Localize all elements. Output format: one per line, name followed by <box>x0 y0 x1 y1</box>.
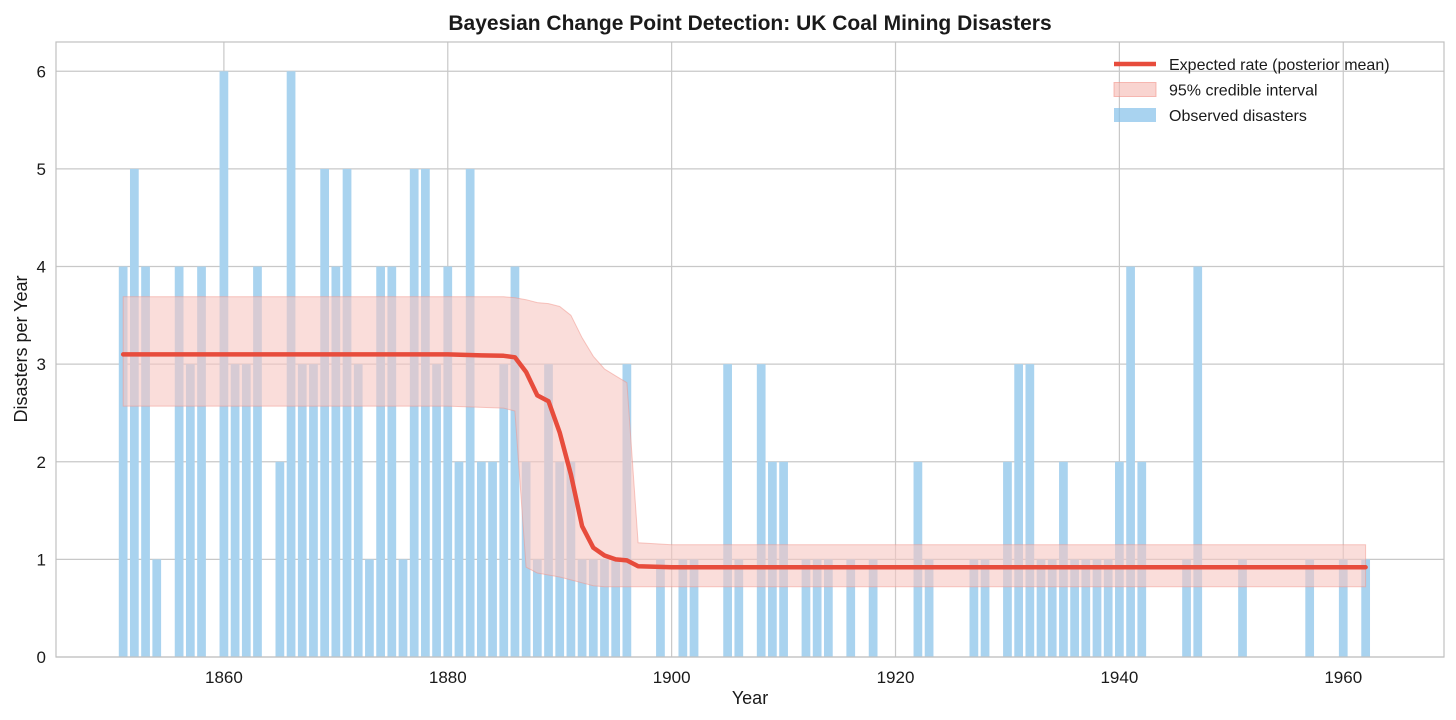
y-tick-label: 1 <box>37 550 46 569</box>
x-tick-label: 1920 <box>877 668 915 687</box>
observed-bar <box>1193 266 1203 657</box>
observed-bar <box>689 559 699 657</box>
observed-bar <box>1092 559 1102 657</box>
observed-bar <box>141 266 150 657</box>
y-tick-label: 3 <box>37 355 46 374</box>
x-tick-label: 1860 <box>205 668 243 687</box>
observed-bar <box>443 266 453 657</box>
observed-bar <box>1361 559 1371 657</box>
observed-bar <box>532 559 542 657</box>
observed-bar <box>353 364 363 657</box>
legend-label: 95% credible interval <box>1169 83 1318 100</box>
plot-frame <box>55 41 1445 658</box>
x-tick-label: 1900 <box>653 668 691 687</box>
observed-bar <box>118 266 128 657</box>
observed-bar <box>1103 559 1113 657</box>
legend-label: Observed disasters <box>1169 108 1307 125</box>
observed-bar <box>1070 559 1079 657</box>
observed-bar <box>409 168 419 657</box>
y-tick-labels: 0 1 2 3 4 5 6 <box>37 62 46 667</box>
x-tick-labels: 1860 1880 1900 1920 1940 1960 <box>205 668 1362 687</box>
observed-bar <box>678 559 688 657</box>
rate-line <box>120 352 1368 570</box>
observed-bar <box>376 266 385 657</box>
observed-bar <box>488 461 497 657</box>
observed-bar <box>241 364 251 657</box>
observed-bar <box>465 168 475 657</box>
observed-bar <box>197 266 206 657</box>
observed-bar <box>1014 364 1024 657</box>
observed-bar <box>1182 559 1191 657</box>
x-tick-label: 1880 <box>429 668 467 687</box>
observed-bar <box>734 559 744 657</box>
observed-bar <box>823 559 833 657</box>
observed-bar <box>275 461 285 657</box>
observed-bar <box>588 559 598 657</box>
observed-bar <box>723 364 732 657</box>
observed-bar <box>421 168 430 657</box>
x-tick-label: 1960 <box>1324 668 1362 687</box>
observed-bar <box>432 364 441 657</box>
observed-bar <box>1036 559 1046 657</box>
chart-title: Bayesian Change Point Detection: UK Coal… <box>448 12 1051 35</box>
observed-bar <box>152 559 162 657</box>
legend: Expected rate (posterior mean) 95% credib… <box>1113 57 1390 125</box>
observed-bar <box>812 559 822 657</box>
observed-bar <box>253 266 262 657</box>
observed-bar <box>342 168 352 657</box>
x-tick-label: 1940 <box>1100 668 1138 687</box>
observed-bar <box>320 168 330 657</box>
observed-bar <box>1081 559 1091 657</box>
credible-band-layer <box>122 296 1367 588</box>
observed-bar <box>129 168 139 657</box>
observed-bar <box>1126 266 1135 657</box>
y-tick-label: 2 <box>37 453 46 472</box>
y-tick-label: 6 <box>37 62 46 81</box>
observed-bar <box>656 559 665 657</box>
observed-bar <box>398 559 408 657</box>
observed-bar <box>577 559 587 657</box>
x-axis-label: Year <box>732 688 768 708</box>
legend-label: Expected rate (posterior mean) <box>1169 57 1390 74</box>
observed-bar <box>611 559 621 657</box>
legend-swatch-bar <box>1114 108 1156 122</box>
observed-bar <box>1025 364 1035 657</box>
observed-bar <box>924 559 934 657</box>
observed-bar <box>756 364 766 657</box>
observed-bar <box>454 461 464 657</box>
observed-bar <box>174 266 184 657</box>
y-tick-label: 0 <box>37 648 46 667</box>
observed-bar <box>297 364 307 657</box>
observed-bar <box>980 559 990 657</box>
y-tick-label: 4 <box>37 258 46 277</box>
observed-bar <box>185 364 195 657</box>
observed-bar <box>309 364 318 657</box>
observed-bar <box>510 266 520 657</box>
observed-bar <box>600 559 609 657</box>
observed-bar <box>969 559 979 657</box>
credible-band <box>122 296 1367 588</box>
observed-bar <box>1305 559 1315 657</box>
observed-bar <box>476 461 486 657</box>
legend-swatch-band <box>1113 82 1157 97</box>
observed-bar <box>331 266 341 657</box>
observed-bar <box>1238 559 1247 657</box>
y-tick-label: 5 <box>37 160 46 179</box>
observed-bar <box>801 559 811 657</box>
observed-bar <box>387 266 397 657</box>
observed-bar <box>868 559 878 657</box>
observed-bar <box>365 559 374 657</box>
observed-bar <box>1338 559 1348 657</box>
observed-bar <box>846 559 856 657</box>
observed-bar <box>230 364 240 657</box>
y-axis-label: Disasters per Year <box>11 275 31 422</box>
observed-bar <box>499 364 509 657</box>
observed-bar <box>1047 559 1057 657</box>
rate-line-layer <box>120 352 1368 570</box>
